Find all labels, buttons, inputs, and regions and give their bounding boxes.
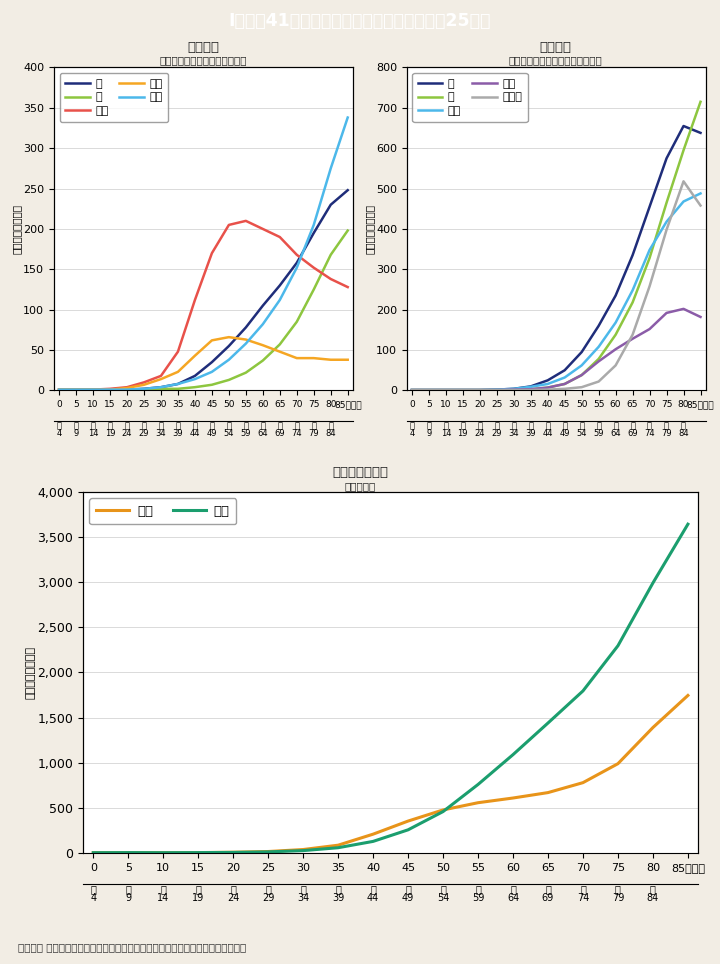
Y-axis label: （人口十万人対）: （人口十万人対） xyxy=(12,204,22,254)
Legend: 胃, 肺, 大腸, 肝臓, 前立腺: 胃, 肺, 大腸, 肝臓, 前立腺 xyxy=(413,73,528,121)
Text: Ⅰ－特－41図　年齢階級別がん罹患率（平成25年）: Ⅰ－特－41図 年齢階級別がん罹患率（平成25年） xyxy=(229,12,491,30)
Text: （胃・肺・乳房・子宮・大腸）: （胃・肺・乳房・子宮・大腸） xyxy=(159,56,247,66)
Text: （胃・肺・大腸・肝臓・前立腺）: （胃・肺・大腸・肝臓・前立腺） xyxy=(509,56,603,66)
Y-axis label: （人口十万人対）: （人口十万人対） xyxy=(364,204,374,254)
Text: （全部位）: （全部位） xyxy=(344,481,376,491)
Text: ＜女性＞: ＜女性＞ xyxy=(187,41,219,54)
Text: ＜男性＞: ＜男性＞ xyxy=(540,41,572,54)
Text: （備考） 国立がん研究センターがん情報サービス「がん登録・統計」より作成。: （備考） 国立がん研究センターがん情報サービス「がん登録・統計」より作成。 xyxy=(18,943,246,952)
Legend: 胃, 肺, 乳房, 子宮, 大腸: 胃, 肺, 乳房, 子宮, 大腸 xyxy=(60,73,168,121)
Text: ＜女性・男性＞: ＜女性・男性＞ xyxy=(332,467,388,479)
Legend: 女性, 男性: 女性, 男性 xyxy=(89,498,236,524)
Y-axis label: （人口十万人対）: （人口十万人対） xyxy=(26,646,36,699)
